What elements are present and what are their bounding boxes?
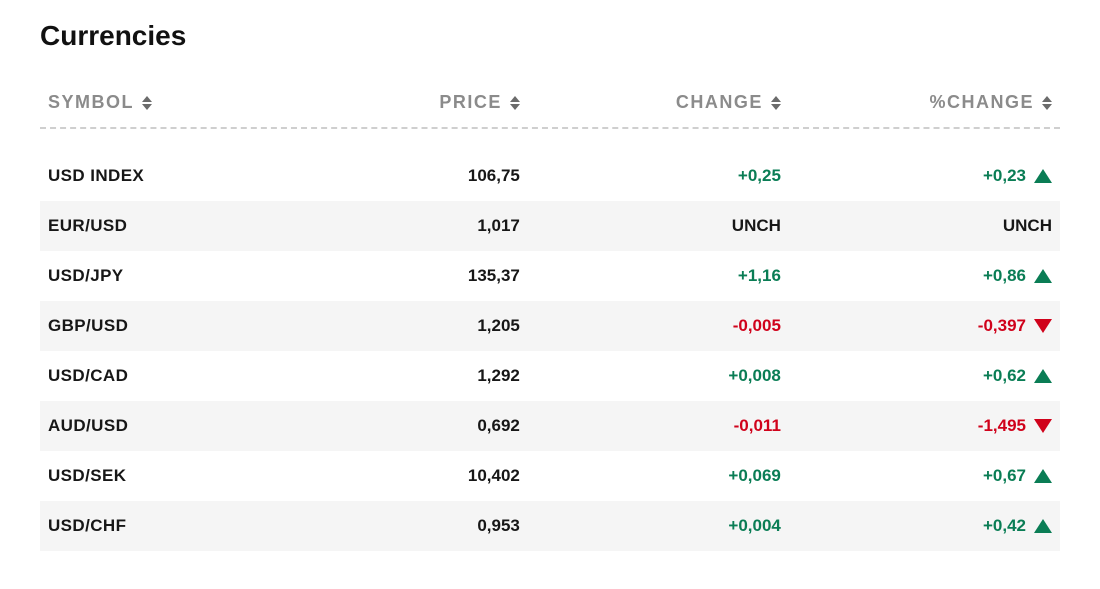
cell-pct-change: +0,67	[781, 466, 1052, 486]
sort-icon	[771, 96, 781, 110]
sort-icon	[142, 96, 152, 110]
currencies-table: SYMBOL PRICE CHANGE %CHANGE USD INDEX106…	[40, 80, 1060, 551]
page-title: Currencies	[40, 20, 1060, 52]
table-row[interactable]: AUD/USD0,692-0,011 -1,495	[40, 401, 1060, 451]
pct-value: UNCH	[1003, 216, 1052, 236]
cell-price: 0,692	[319, 416, 520, 436]
column-header-label: CHANGE	[676, 92, 763, 113]
table-header-row: SYMBOL PRICE CHANGE %CHANGE	[40, 80, 1060, 129]
column-header-pct-change[interactable]: %CHANGE	[781, 92, 1052, 113]
pct-value: -0,397	[978, 316, 1026, 336]
pct-value: +0,62	[983, 366, 1026, 386]
sort-icon	[510, 96, 520, 110]
table-row[interactable]: USD/CAD1,292+0,008 +0,62	[40, 351, 1060, 401]
pct-value: +0,42	[983, 516, 1026, 536]
table-row[interactable]: EUR/USD1,017UNCHUNCH	[40, 201, 1060, 251]
cell-change: -0,005	[520, 316, 781, 336]
arrow-down-icon	[1034, 319, 1052, 333]
column-header-label: SYMBOL	[48, 92, 134, 113]
cell-change: +0,069	[520, 466, 781, 486]
cell-change: +0,008	[520, 366, 781, 386]
cell-symbol: USD/CAD	[48, 366, 319, 386]
cell-pct-change: UNCH	[781, 216, 1052, 236]
cell-pct-change: -1,495	[781, 416, 1052, 436]
cell-change: UNCH	[520, 216, 781, 236]
cell-symbol: EUR/USD	[48, 216, 319, 236]
arrow-up-icon	[1034, 269, 1052, 283]
cell-price: 106,75	[319, 166, 520, 186]
cell-symbol: USD/CHF	[48, 516, 319, 536]
cell-price: 0,953	[319, 516, 520, 536]
table-row[interactable]: GBP/USD1,205-0,005 -0,397	[40, 301, 1060, 351]
arrow-up-icon	[1034, 469, 1052, 483]
cell-price: 1,017	[319, 216, 520, 236]
cell-pct-change: +0,42	[781, 516, 1052, 536]
pct-value: +0,86	[983, 266, 1026, 286]
cell-price: 1,205	[319, 316, 520, 336]
cell-symbol: USD INDEX	[48, 166, 319, 186]
cell-symbol: USD/JPY	[48, 266, 319, 286]
cell-change: -0,011	[520, 416, 781, 436]
cell-pct-change: +0,86	[781, 266, 1052, 286]
cell-change: +0,004	[520, 516, 781, 536]
column-header-symbol[interactable]: SYMBOL	[48, 92, 319, 113]
cell-pct-change: +0,23	[781, 166, 1052, 186]
cell-pct-change: -0,397	[781, 316, 1052, 336]
column-header-price[interactable]: PRICE	[319, 92, 520, 113]
pct-value: +0,67	[983, 466, 1026, 486]
column-header-change[interactable]: CHANGE	[520, 92, 781, 113]
table-spacer	[40, 129, 1060, 151]
table-row[interactable]: USD INDEX106,75+0,25 +0,23	[40, 151, 1060, 201]
cell-pct-change: +0,62	[781, 366, 1052, 386]
cell-change: +0,25	[520, 166, 781, 186]
table-body: USD INDEX106,75+0,25+0,23EUR/USD1,017UNC…	[40, 151, 1060, 551]
arrow-up-icon	[1034, 519, 1052, 533]
arrow-down-icon	[1034, 419, 1052, 433]
cell-price: 1,292	[319, 366, 520, 386]
column-header-label: PRICE	[439, 92, 502, 113]
cell-change: +1,16	[520, 266, 781, 286]
arrow-up-icon	[1034, 169, 1052, 183]
pct-value: -1,495	[978, 416, 1026, 436]
table-row[interactable]: USD/JPY135,37+1,16 +0,86	[40, 251, 1060, 301]
cell-price: 10,402	[319, 466, 520, 486]
arrow-up-icon	[1034, 369, 1052, 383]
sort-icon	[1042, 96, 1052, 110]
pct-value: +0,23	[983, 166, 1026, 186]
cell-symbol: AUD/USD	[48, 416, 319, 436]
column-header-label: %CHANGE	[929, 92, 1034, 113]
table-row[interactable]: USD/CHF0,953+0,004 +0,42	[40, 501, 1060, 551]
table-row[interactable]: USD/SEK10,402+0,069 +0,67	[40, 451, 1060, 501]
cell-price: 135,37	[319, 266, 520, 286]
cell-symbol: USD/SEK	[48, 466, 319, 486]
cell-symbol: GBP/USD	[48, 316, 319, 336]
